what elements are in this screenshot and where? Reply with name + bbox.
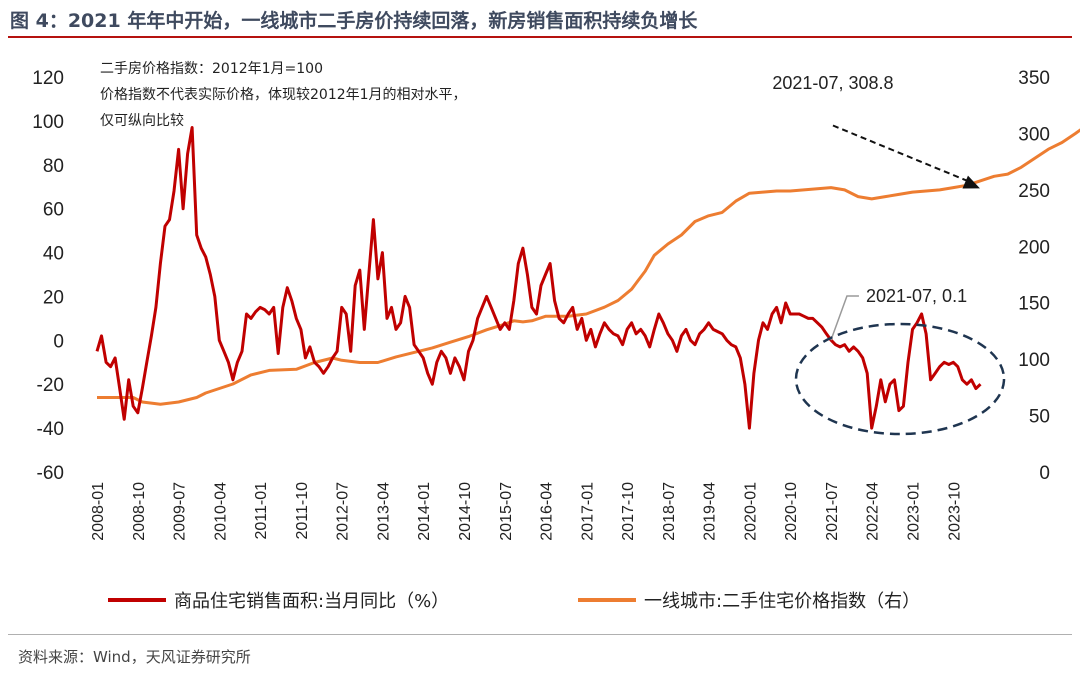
annotation-layer: 2021-07, 308.8 2021-07, 0.1	[772, 73, 1006, 436]
right-tick-label-2: 100	[1018, 350, 1050, 371]
series-layer	[95, 126, 1080, 430]
annotation-leader-yoy	[830, 295, 859, 341]
legend-label-price-index: 一线城市:二手住宅价格指数（右）	[644, 591, 920, 612]
source-note: 资料来源：Wind，天风证券研究所	[18, 648, 251, 666]
left-tick-label-9: 120	[32, 68, 64, 89]
right-tick-label-6: 300	[1018, 124, 1050, 145]
left-tick-label-1: -40	[37, 419, 64, 440]
x-tick-label-0: 2008-01	[90, 482, 107, 541]
trend-arrow-head	[962, 175, 980, 189]
left-tick-label-5: 40	[43, 244, 64, 265]
left-tick-label-3: 0	[53, 331, 64, 352]
left-tick-label-4: 20	[43, 287, 64, 308]
left-tick-label-7: 80	[43, 156, 64, 177]
right-tick-label-1: 50	[1029, 407, 1050, 428]
x-tick-label-19: 2022-04	[865, 482, 882, 541]
annotation-label-peak: 2021-07, 308.8	[772, 73, 893, 93]
x-axis: 2008-01 2008-10 2009-07 2010-04 2011-01 2011-…	[90, 482, 963, 541]
right-tick-label-4: 200	[1018, 237, 1050, 258]
x-tick-label-7: 2013-04	[375, 482, 392, 541]
x-tick-label-5: 2011-10	[294, 482, 311, 540]
right-tick-label-7: 350	[1018, 68, 1050, 89]
x-tick-label-11: 2016-04	[539, 482, 556, 541]
right-tick-label-5: 250	[1018, 181, 1050, 202]
x-tick-label-21: 2023-10	[946, 482, 963, 541]
source-divider	[8, 634, 1072, 635]
note-line-1: 二手房价格指数：2012年1月=100	[100, 61, 323, 77]
trend-arrow-line	[832, 124, 972, 184]
figure-title: 图 4：2021 年年中开始，一线城市二手房价持续回落，新房销售面积持续负增长	[10, 10, 698, 32]
x-tick-label-18: 2021-07	[824, 482, 841, 541]
x-tick-label-13: 2017-10	[620, 482, 637, 541]
x-tick-label-16: 2020-01	[742, 482, 759, 541]
series-line-sales-yoy	[95, 126, 982, 430]
x-tick-label-4: 2011-01	[253, 482, 270, 540]
note-line-2: 价格指数不代表实际价格，体现较2012年1月的相对水平，	[100, 87, 467, 103]
x-tick-label-20: 2023-01	[906, 482, 923, 541]
x-tick-label-8: 2014-01	[416, 482, 433, 541]
left-tick-label-0: -60	[37, 463, 64, 484]
x-tick-label-9: 2014-10	[457, 482, 474, 541]
title-divider	[8, 36, 1072, 38]
x-tick-label-3: 2010-04	[212, 482, 229, 541]
left-tick-label-2: -20	[37, 375, 64, 396]
note-line-3: 仅可纵向比较	[100, 113, 184, 129]
chart-note: 二手房价格指数：2012年1月=100 价格指数不代表实际价格，体现较2012年…	[100, 61, 467, 129]
legend-label-sales: 商品住宅销售面积:当月同比（%）	[174, 591, 449, 612]
x-tick-label-15: 2019-04	[702, 482, 719, 541]
right-y-axis: 0 50 100 150 200 250 300 350	[1018, 68, 1050, 484]
right-tick-label-0: 0	[1039, 463, 1050, 484]
annotation-label-yoy: 2021-07, 0.1	[866, 286, 967, 306]
series-line-price-index	[97, 128, 1080, 406]
right-tick-label-3: 150	[1018, 294, 1050, 315]
x-tick-label-10: 2015-07	[498, 482, 515, 541]
x-tick-label-6: 2012-07	[335, 482, 352, 541]
legend: 商品住宅销售面积:当月同比（%） 一线城市:二手住宅价格指数（右）	[108, 591, 920, 612]
left-y-axis: -60 -40 -20 0 20 40 60 80 100 120	[32, 68, 64, 484]
left-tick-label-8: 100	[32, 112, 64, 133]
x-tick-label-12: 2017-01	[579, 482, 596, 541]
x-tick-label-1: 2008-10	[131, 482, 148, 541]
highlight-ellipse	[794, 322, 1006, 436]
x-tick-label-14: 2018-07	[661, 482, 678, 541]
x-tick-label-17: 2020-10	[783, 482, 800, 541]
left-tick-label-6: 60	[43, 200, 64, 221]
x-tick-label-2: 2009-07	[172, 482, 189, 541]
